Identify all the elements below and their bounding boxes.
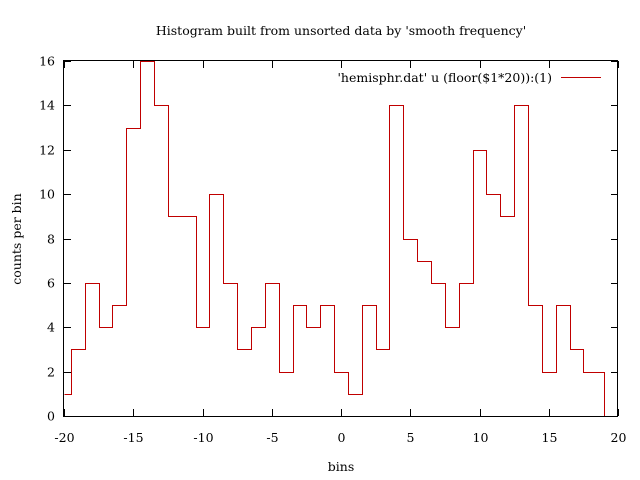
x-tick-label: -15	[123, 430, 143, 445]
x-tick-label: 15	[542, 430, 558, 445]
legend: 'hemisphr.dat' u (floor($1*20)):(1)	[337, 70, 601, 85]
y-tick-label: 14	[39, 98, 55, 113]
axis-ticks	[64, 61, 619, 417]
chart-title: Histogram built from unsorted data by 's…	[156, 23, 526, 38]
y-tick-label: 6	[47, 276, 55, 291]
x-tick-labels: -20 -15 -10 -5 0 5 10 15 20	[54, 430, 626, 445]
x-tick-label: 0	[338, 430, 346, 445]
y-tick-label: 2	[47, 365, 55, 380]
x-tick-label: 10	[473, 430, 489, 445]
y-tick-label: 0	[47, 409, 55, 424]
x-tick-label: 5	[407, 430, 415, 445]
y-axis-label: counts per bin	[9, 193, 24, 284]
y-tick-label: 8	[47, 232, 55, 247]
histogram-step-line	[64, 61, 605, 417]
y-tick-label: 10	[39, 187, 55, 202]
x-tick-label: 20	[611, 430, 627, 445]
y-tick-label: 12	[39, 143, 55, 158]
x-tick-label: -20	[54, 430, 74, 445]
y-tick-label: 16	[39, 54, 55, 69]
plot-frame	[63, 60, 618, 417]
legend-label: 'hemisphr.dat' u (floor($1*20)):(1)	[337, 70, 552, 85]
x-axis-label: bins	[328, 459, 354, 474]
x-tick-label: -10	[193, 430, 213, 445]
y-tick-labels: 0 2 4 6 8 10 12 14 16	[39, 54, 55, 424]
y-tick-label: 4	[47, 320, 55, 335]
x-tick-label: -5	[266, 430, 278, 445]
